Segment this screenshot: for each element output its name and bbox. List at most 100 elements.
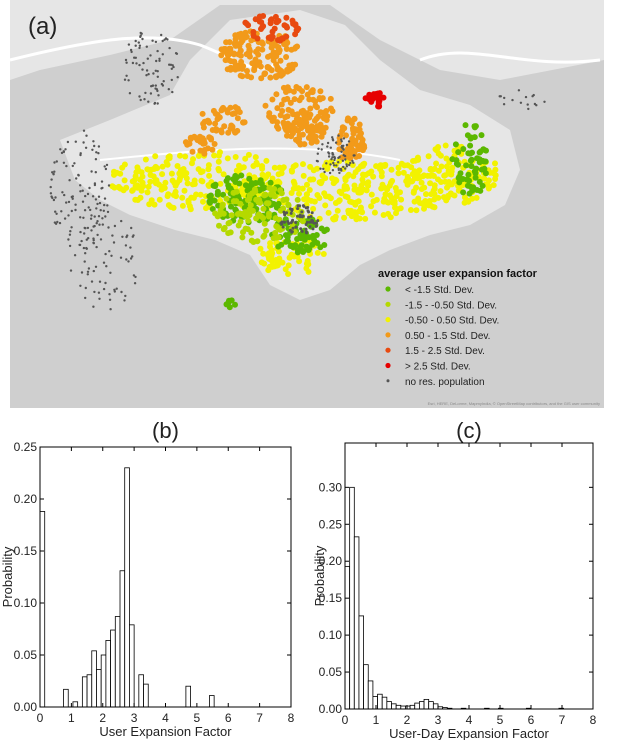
map-point	[250, 239, 257, 245]
map-point	[517, 89, 521, 92]
map-point	[51, 196, 54, 200]
map-point	[376, 98, 383, 104]
map-point	[199, 178, 206, 185]
map-point	[370, 173, 377, 180]
map-point	[283, 46, 290, 52]
map-point	[124, 58, 128, 62]
map-point	[218, 107, 225, 114]
map-point	[356, 121, 363, 128]
map-point	[210, 182, 217, 189]
map-point	[492, 166, 499, 173]
map-point	[111, 171, 117, 178]
map-point	[165, 154, 172, 161]
map-point	[110, 254, 113, 257]
map-point	[209, 146, 216, 153]
histogram-bar	[100, 654, 107, 708]
map-point	[56, 220, 59, 224]
map-point	[151, 39, 154, 42]
map-point	[322, 202, 329, 209]
map-point	[207, 192, 214, 199]
map-point	[275, 48, 282, 55]
map-point	[332, 161, 335, 165]
histogram-bar	[386, 701, 392, 710]
histogram-bar	[110, 629, 116, 708]
map-point	[297, 116, 304, 123]
map-point	[215, 152, 222, 159]
map-point	[316, 219, 320, 223]
map-point	[259, 24, 266, 31]
map-point	[156, 70, 159, 73]
map-point	[261, 232, 268, 239]
map-point	[284, 66, 291, 73]
map-point	[214, 111, 221, 118]
map-point	[232, 104, 239, 111]
panel-label: (b)	[152, 418, 179, 443]
map-point	[370, 198, 377, 205]
histogram-bar	[363, 664, 369, 710]
map-point	[309, 87, 316, 94]
map-point	[97, 152, 100, 155]
map-point	[95, 222, 98, 225]
map-point	[74, 140, 78, 143]
map-point	[237, 72, 244, 79]
map-point	[79, 153, 82, 157]
map-point	[144, 166, 151, 173]
map-point	[86, 270, 90, 273]
map-point	[351, 116, 358, 123]
map-point	[287, 99, 294, 106]
map-point	[104, 215, 107, 218]
x-tick-label: 6	[225, 711, 232, 725]
map-point	[264, 64, 271, 70]
map-point	[96, 202, 99, 206]
map-point	[184, 180, 191, 187]
map-point	[347, 198, 354, 205]
map-point	[472, 170, 479, 177]
map-point	[388, 166, 395, 173]
map-point	[467, 142, 474, 149]
map-point	[275, 234, 282, 241]
map-point	[300, 234, 307, 241]
map-point	[162, 80, 165, 83]
map-point	[355, 144, 362, 151]
map-point	[331, 151, 334, 155]
map-point	[49, 192, 53, 195]
map-point	[84, 227, 87, 230]
map-point	[209, 206, 216, 212]
map-point	[274, 123, 280, 130]
map-point	[415, 156, 422, 163]
map-point	[312, 102, 319, 109]
map-point	[73, 254, 77, 257]
map-point	[212, 120, 219, 127]
map-point	[254, 161, 261, 168]
map-point	[130, 226, 133, 230]
map-point	[135, 62, 138, 65]
map-point	[146, 57, 149, 60]
map-point	[305, 134, 312, 141]
map-point	[123, 299, 126, 302]
map-point	[447, 191, 454, 198]
map-point	[284, 24, 290, 31]
map-point	[154, 69, 157, 73]
map-point	[246, 175, 253, 182]
map-point	[85, 238, 89, 241]
map-point	[471, 124, 478, 131]
map-point	[455, 161, 461, 168]
map-point	[340, 138, 343, 141]
legend-label: > 2.5 Std. Dev.	[405, 362, 471, 373]
map-point	[336, 188, 343, 195]
map-point	[361, 144, 368, 151]
map-point	[291, 96, 298, 103]
map-point	[381, 163, 388, 169]
map-point	[269, 118, 276, 124]
histogram-bar	[72, 701, 79, 708]
map-point	[159, 171, 166, 178]
map-point	[330, 180, 337, 187]
map-point	[280, 164, 287, 171]
map-point	[478, 132, 485, 139]
map-point	[207, 199, 213, 206]
map-point	[98, 280, 102, 283]
map-point	[342, 165, 345, 169]
map-point	[92, 242, 96, 245]
x-tick-label: 2	[404, 713, 411, 727]
map-point	[300, 210, 304, 214]
